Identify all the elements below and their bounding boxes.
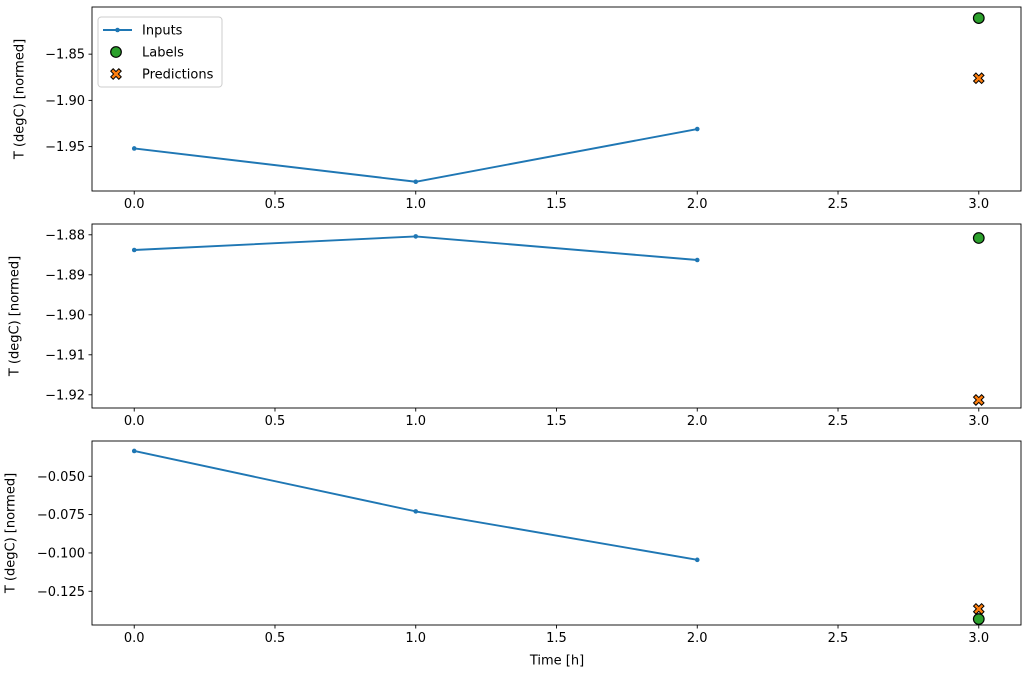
y-tick-label: −1.88 — [45, 228, 85, 243]
y-tick-label: −0.100 — [37, 546, 85, 561]
axes-spines — [91, 223, 1022, 409]
y-tick-label: −1.90 — [45, 308, 85, 323]
y-tick-label: −1.85 — [45, 48, 85, 63]
x-tick-label: 0.0 — [124, 631, 145, 646]
x-tick-label: 1.0 — [405, 197, 426, 212]
inputs-point-marker — [694, 126, 700, 132]
y-tick-label: −1.91 — [45, 348, 85, 363]
x-tick-label: 0.5 — [265, 197, 286, 212]
y-tick-label: −0.075 — [37, 508, 85, 523]
axes-spines — [91, 440, 1022, 626]
legend-inputs-dot-marker — [115, 27, 120, 33]
x-tick-label: 3.0 — [968, 631, 989, 646]
labels-marker — [972, 232, 985, 244]
inputs-point-marker — [131, 146, 137, 151]
x-axis-label: Time [h] — [529, 653, 585, 669]
y-tick-label: −1.92 — [45, 388, 85, 403]
inputs-point-marker — [694, 257, 700, 263]
legend-predictions-x-marker — [110, 68, 122, 80]
x-tick-label: 1.5 — [546, 414, 567, 429]
y-tick-label: −1.89 — [45, 268, 85, 283]
legend-box — [97, 16, 223, 88]
inputs-point-marker — [413, 509, 419, 514]
x-tick-label: 2.0 — [687, 197, 708, 212]
x-tick-label: 2.5 — [828, 414, 849, 429]
x-tick-label: 1.5 — [546, 197, 567, 212]
labels-marker — [972, 613, 985, 625]
inputs-point-marker — [413, 179, 419, 185]
y-tick-label: −0.125 — [37, 585, 85, 600]
x-tick-label: 0.5 — [265, 414, 286, 429]
axes-spines — [91, 6, 1022, 192]
x-tick-label: 1.5 — [546, 631, 567, 646]
x-tick-label: 0.5 — [265, 631, 286, 646]
y-tick-label: −1.90 — [45, 94, 85, 109]
labels-marker — [972, 12, 985, 24]
legend-entry-label: Predictions — [142, 68, 214, 83]
x-tick-label: 2.0 — [687, 631, 708, 646]
x-tick-label: 2.5 — [828, 631, 849, 646]
subplot-2: 0.0 0.5 1.0 1.5 2.0 2.5 3.0 −1.88 −1.89 −1.90 −1.9… — [45, 223, 1022, 429]
inputs-point-marker — [413, 234, 419, 239]
legend-labels-circle-marker — [110, 46, 122, 58]
predictions-marker — [972, 394, 985, 406]
y-tick-label: −0.050 — [37, 470, 85, 485]
subplot-1: 0.0 0.5 1.0 1.5 2.0 2.5 3.0 −1.85 −1.90 −1.95 Inpu… — [45, 6, 1022, 212]
x-tick-label: 0.0 — [124, 414, 145, 429]
inputs-point-marker — [131, 448, 137, 454]
y-axis-label-subplot-1: T (degC) [normed] — [12, 38, 28, 160]
subplot-3: 0.0 0.5 1.0 1.5 2.0 2.5 3.0 −0.050 −0.075 −0.100 −… — [37, 440, 1022, 646]
legend-entry-label: Labels — [142, 46, 184, 61]
predictions-marker — [972, 72, 985, 85]
inputs-line — [134, 450, 698, 561]
x-tick-label: 1.0 — [405, 414, 426, 429]
inputs-point-marker — [694, 557, 700, 563]
legend: Inputs Labels Predictions — [97, 16, 223, 88]
x-tick-label: 2.5 — [828, 197, 849, 212]
inputs-point-marker — [131, 247, 137, 253]
x-tick-label: 1.0 — [405, 631, 426, 646]
y-tick-label: −1.95 — [45, 140, 85, 155]
inputs-line — [134, 235, 698, 261]
inputs-line — [134, 128, 698, 183]
y-axis-label-subplot-2: T (degC) [normed] — [7, 255, 23, 377]
x-tick-label: 0.0 — [124, 197, 145, 212]
x-tick-label: 3.0 — [968, 414, 989, 429]
x-tick-label: 3.0 — [968, 197, 989, 212]
predictions-marker — [972, 602, 985, 615]
legend-entry-label: Inputs — [142, 24, 183, 39]
x-tick-label: 2.0 — [687, 414, 708, 429]
y-axis-label-subplot-3: T (degC) [normed] — [3, 472, 19, 594]
